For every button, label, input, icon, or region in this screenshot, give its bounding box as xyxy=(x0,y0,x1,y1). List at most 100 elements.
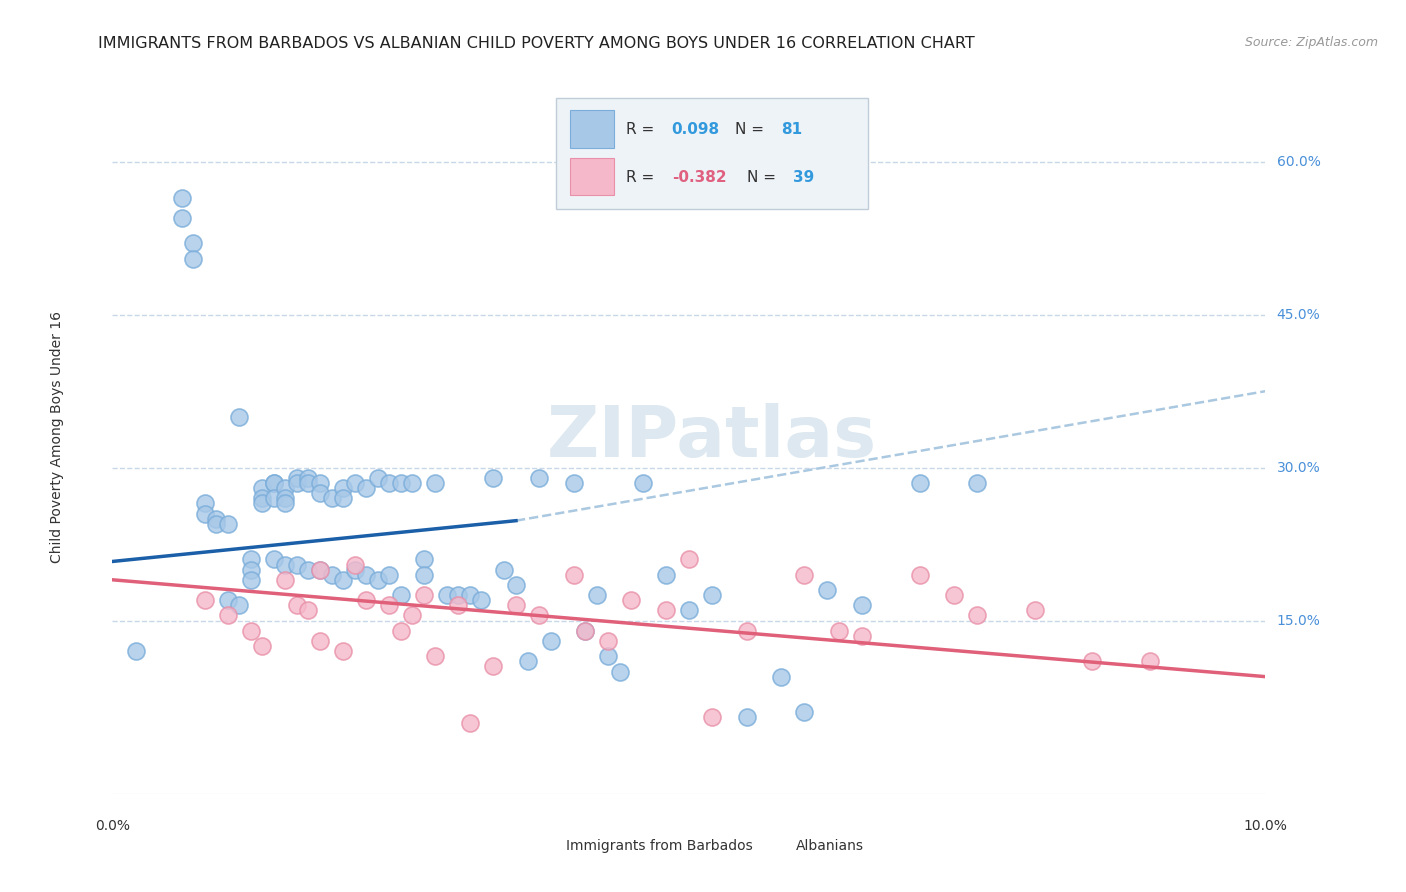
Point xyxy=(655,603,678,617)
Point xyxy=(482,659,505,673)
Point xyxy=(252,491,274,506)
Point xyxy=(297,563,319,577)
Point xyxy=(309,634,332,648)
Point xyxy=(609,665,631,679)
Point xyxy=(793,567,815,582)
Point xyxy=(482,471,505,485)
Point xyxy=(447,599,470,613)
Point xyxy=(181,236,204,251)
Point xyxy=(401,608,423,623)
Point xyxy=(436,588,458,602)
Point xyxy=(908,567,931,582)
Point xyxy=(239,573,262,587)
Point xyxy=(527,471,550,485)
Point xyxy=(263,491,285,506)
Point xyxy=(297,475,319,490)
Point xyxy=(966,475,988,490)
Point xyxy=(194,507,217,521)
Text: 15.0%: 15.0% xyxy=(1277,614,1320,628)
Point xyxy=(412,552,434,566)
Point xyxy=(228,409,250,424)
Point xyxy=(309,563,332,577)
FancyBboxPatch shape xyxy=(557,98,868,209)
Point xyxy=(194,593,217,607)
Point xyxy=(700,588,723,602)
Text: 39: 39 xyxy=(793,170,814,186)
Point xyxy=(205,511,228,525)
Point xyxy=(354,593,377,607)
Point xyxy=(217,593,239,607)
Point xyxy=(252,639,274,653)
Point xyxy=(540,634,562,648)
Point xyxy=(170,190,193,204)
Point xyxy=(735,624,758,638)
Point xyxy=(170,211,193,225)
Point xyxy=(274,491,297,506)
Point xyxy=(285,558,308,572)
Text: N =: N = xyxy=(747,170,780,186)
Point xyxy=(263,475,285,490)
Point xyxy=(332,491,354,506)
FancyBboxPatch shape xyxy=(752,832,787,860)
Point xyxy=(574,624,596,638)
Point xyxy=(828,624,851,638)
Point xyxy=(562,567,585,582)
Point xyxy=(321,491,343,506)
Text: R =: R = xyxy=(626,121,658,136)
Point xyxy=(470,593,492,607)
Point xyxy=(425,649,447,664)
FancyBboxPatch shape xyxy=(571,158,614,195)
Text: 30.0%: 30.0% xyxy=(1277,460,1320,475)
Point xyxy=(205,516,228,531)
Point xyxy=(124,644,146,658)
Point xyxy=(412,567,434,582)
Point xyxy=(1024,603,1046,617)
Point xyxy=(332,644,354,658)
Point xyxy=(631,475,654,490)
Point xyxy=(458,588,481,602)
Point xyxy=(274,496,297,510)
Point xyxy=(274,558,297,572)
Text: Source: ZipAtlas.com: Source: ZipAtlas.com xyxy=(1244,36,1378,49)
Point xyxy=(700,710,723,724)
Point xyxy=(297,603,319,617)
Point xyxy=(343,475,366,490)
Point xyxy=(332,481,354,495)
FancyBboxPatch shape xyxy=(522,832,557,860)
Point xyxy=(309,563,332,577)
Point xyxy=(181,252,204,266)
Point xyxy=(309,475,332,490)
Point xyxy=(354,481,377,495)
Text: R =: R = xyxy=(626,170,658,186)
Point xyxy=(447,588,470,602)
Point xyxy=(389,588,412,602)
Point xyxy=(598,634,620,648)
Point xyxy=(217,516,239,531)
Text: IMMIGRANTS FROM BARBADOS VS ALBANIAN CHILD POVERTY AMONG BOYS UNDER 16 CORRELATI: IMMIGRANTS FROM BARBADOS VS ALBANIAN CHI… xyxy=(98,36,976,51)
Point xyxy=(655,567,678,582)
Point xyxy=(239,552,262,566)
Point xyxy=(285,471,308,485)
Point xyxy=(332,573,354,587)
Point xyxy=(527,608,550,623)
Point xyxy=(367,573,389,587)
Point xyxy=(297,471,319,485)
Point xyxy=(194,496,217,510)
Text: 60.0%: 60.0% xyxy=(1277,155,1320,169)
Point xyxy=(505,578,527,592)
Point xyxy=(252,496,274,510)
Text: Child Poverty Among Boys Under 16: Child Poverty Among Boys Under 16 xyxy=(51,311,65,563)
FancyBboxPatch shape xyxy=(571,111,614,148)
Point xyxy=(263,552,285,566)
Point xyxy=(620,593,643,607)
Point xyxy=(793,706,815,720)
Point xyxy=(770,670,793,684)
Text: N =: N = xyxy=(735,121,769,136)
Point xyxy=(735,710,758,724)
Point xyxy=(505,599,527,613)
Point xyxy=(285,475,308,490)
Point xyxy=(678,552,700,566)
Text: Immigrants from Barbados: Immigrants from Barbados xyxy=(565,839,752,853)
Point xyxy=(851,599,873,613)
Point xyxy=(378,475,401,490)
